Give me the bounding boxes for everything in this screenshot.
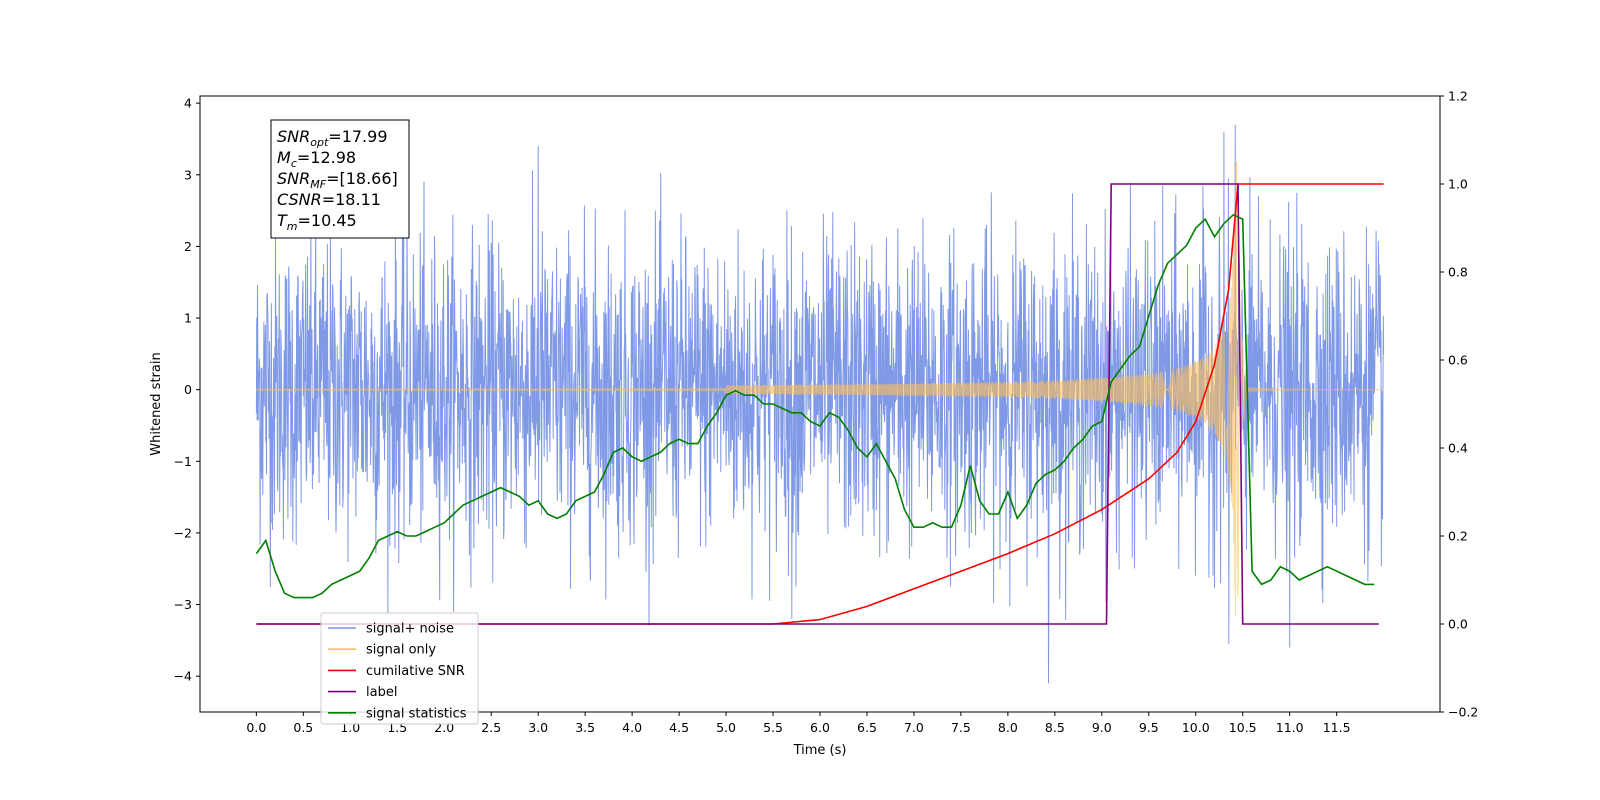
legend-entry-label: label (366, 685, 397, 700)
legend-entry-label: signal+ noise (366, 622, 454, 637)
x-tick-label: 4.5 (669, 720, 689, 735)
y-right-tick-label: 1.2 (1448, 89, 1468, 104)
x-tick-label: 5.5 (763, 720, 783, 735)
annotation-symbol: SNR (277, 169, 310, 188)
right-axis-lines-layer (255, 183, 1384, 625)
x-tick-label: 8.0 (998, 720, 1018, 735)
x-tick-label: 5.0 (716, 720, 736, 735)
x-tick-label: 6.5 (857, 720, 877, 735)
y-right-tick-label: −0.2 (1448, 705, 1478, 720)
x-tick-label: 2.5 (481, 720, 501, 735)
legend-entry-label: signal statistics (366, 706, 467, 721)
annotation-value: =12.98 (297, 148, 356, 167)
annotation-value: =18.11 (322, 190, 381, 209)
annotation-subscript: opt (310, 136, 329, 149)
x-tick-label: 0.5 (293, 720, 313, 735)
label-series (256, 183, 1379, 625)
annotation-line: SNRMF=[18.66] (277, 169, 398, 191)
y-axis-left-ticks: −4 −3 −2 −1 0 1 2 3 4 (174, 96, 200, 684)
y-left-tick-label: −3 (174, 597, 192, 612)
annotation-value: =10.45 (298, 211, 357, 230)
x-tick-label: 7.5 (951, 720, 971, 735)
annotation-line: SNRopt=17.99 (277, 127, 388, 149)
annotation-subscript: MF (310, 178, 326, 191)
x-tick-label: 9.5 (1139, 720, 1159, 735)
y-axis-right-ticks: −0.2 0.0 0.2 0.4 0.6 0.8 1.0 1.2 (1440, 89, 1478, 720)
y-left-tick-label: 2 (184, 239, 192, 254)
signal-only-series (255, 160, 1384, 616)
y-right-tick-label: 0.2 (1448, 529, 1468, 544)
annotation-symbol: CSNR (277, 190, 322, 209)
y-right-tick-label: 0.8 (1448, 265, 1468, 280)
y-left-tick-label: −1 (174, 454, 192, 469)
legend-entry-label: cumilative SNR (366, 664, 465, 679)
annotation-value: =[18.66] (326, 169, 398, 188)
annotation-value: =17.99 (328, 127, 387, 146)
y-right-tick-label: 0.0 (1448, 617, 1468, 632)
y-axis-label: Whitened strain (149, 352, 164, 455)
y-left-tick-label: 0 (184, 382, 192, 397)
annotation-symbol: SNR (277, 127, 310, 146)
x-tick-label: 10.5 (1229, 720, 1257, 735)
x-tick-label: 4.0 (622, 720, 642, 735)
annotation-line: CSNR=18.11 (277, 190, 381, 209)
x-tick-label: 6.0 (810, 720, 830, 735)
legend-frame (320, 612, 479, 725)
annotation-line: Tm=10.45 (277, 211, 357, 233)
annotation-frame (270, 119, 410, 239)
x-tick-label: 3.0 (528, 720, 548, 735)
legend: signal+ noise signal only cumilative SNR la… (320, 612, 479, 725)
annotation-symbol: M (277, 148, 291, 167)
stats-annotation-box: SNRopt=17.99Mc=12.98SNRMF=[18.66]CSNR=18… (270, 119, 410, 239)
x-tick-label: 0.0 (246, 720, 266, 735)
x-tick-label: 11.0 (1276, 720, 1304, 735)
y-left-tick-label: 1 (184, 311, 192, 326)
y-right-tick-label: 0.4 (1448, 441, 1468, 456)
y-right-tick-label: 1.0 (1448, 177, 1468, 192)
x-tick-label: 7.0 (904, 720, 924, 735)
x-tick-label: 8.5 (1045, 720, 1065, 735)
cumilative-snr-series (256, 183, 1384, 625)
x-axis-label: Time (s) (793, 743, 847, 758)
x-tick-label: 10.0 (1182, 720, 1210, 735)
annotation-symbol: T (277, 211, 288, 230)
x-tick-label: 9.0 (1092, 720, 1112, 735)
x-tick-label: 11.5 (1323, 720, 1351, 735)
y-left-tick-label: 4 (184, 96, 192, 111)
y-right-tick-label: 0.6 (1448, 353, 1468, 368)
x-tick-label: 3.5 (575, 720, 595, 735)
annotation-subscript: c (291, 157, 297, 170)
y-left-tick-label: −4 (174, 669, 192, 684)
annotation-line: Mc=12.98 (277, 148, 356, 170)
annotation-subscript: m (287, 220, 298, 233)
y-left-tick-label: 3 (184, 167, 192, 182)
signal-only-layer (255, 160, 1384, 616)
legend-entry-label: signal only (366, 643, 436, 658)
y-left-tick-label: −2 (174, 525, 192, 540)
signal-statistics-series (255, 213, 1375, 599)
